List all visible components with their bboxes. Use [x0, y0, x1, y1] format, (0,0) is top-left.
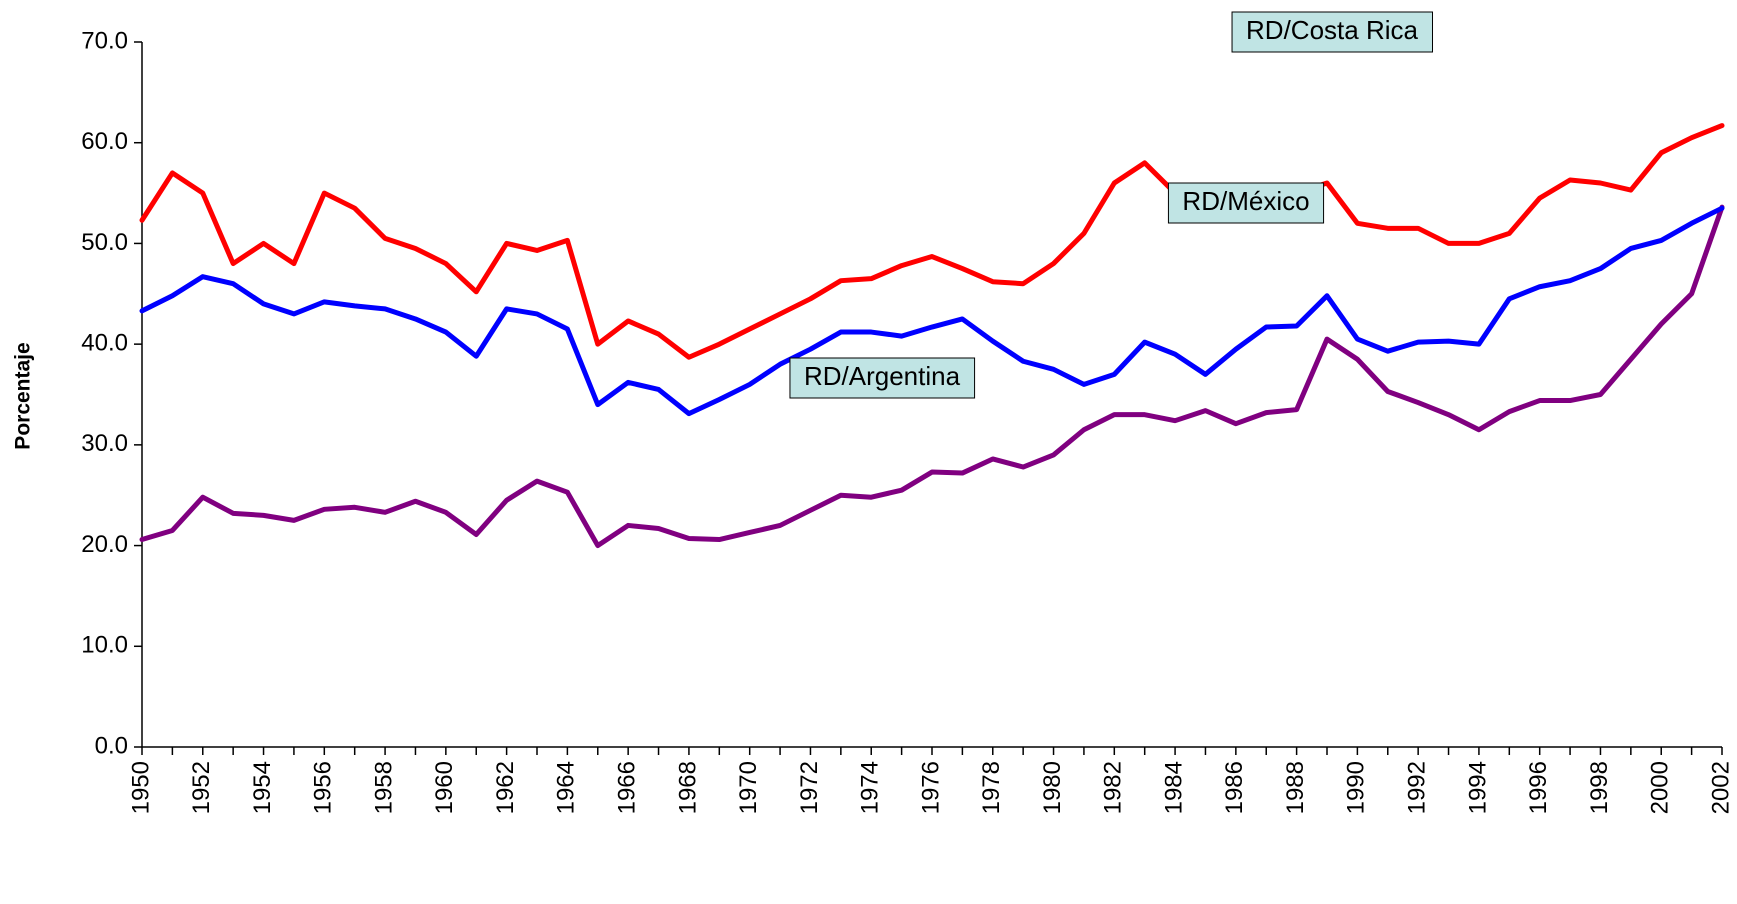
x-tick-label: 1974 [857, 761, 884, 814]
x-tick-label: 1992 [1403, 761, 1430, 814]
x-tick-label: 1990 [1343, 761, 1370, 814]
x-tick-label: 1982 [1100, 761, 1127, 814]
y-tick-label: 70.0 [81, 27, 128, 54]
legend-box [1231, 11, 1434, 53]
x-tick-label: 1960 [431, 761, 458, 814]
legend-box [789, 357, 976, 399]
x-tick-label: 1958 [370, 761, 397, 814]
x-tick-label: 1996 [1525, 761, 1552, 814]
x-tick-label: 2002 [1707, 761, 1734, 814]
x-tick-label: 1986 [1221, 761, 1248, 814]
x-tick-label: 1980 [1039, 761, 1066, 814]
x-tick-label: 1964 [553, 761, 580, 814]
x-tick-label: 1972 [796, 761, 823, 814]
x-tick-label: 2000 [1647, 761, 1674, 814]
y-tick-label: 20.0 [81, 531, 128, 558]
y-tick-label: 60.0 [81, 128, 128, 155]
x-tick-label: 1952 [188, 761, 215, 814]
legend-label: RD/México [1182, 186, 1309, 216]
x-tick-label: 1956 [310, 761, 337, 814]
series-line [139, 123, 1725, 360]
y-axis-label: Porcentaje [12, 342, 35, 449]
x-tick-label: 1984 [1160, 761, 1187, 814]
x-tick-label: 1968 [674, 761, 701, 814]
x-tick-label: 1966 [613, 761, 640, 814]
x-tick-label: 1976 [917, 761, 944, 814]
x-tick-label: 1988 [1282, 761, 1309, 814]
y-tick-label: 50.0 [81, 229, 128, 256]
legend-label: RD/Argentina [804, 361, 961, 391]
y-tick-label: 40.0 [81, 329, 128, 356]
series-line [139, 204, 1725, 549]
x-tick-label: 1998 [1586, 761, 1613, 814]
x-tick-label: 1994 [1464, 761, 1491, 814]
x-tick-label: 1950 [127, 761, 154, 814]
x-tick-label: 1954 [249, 761, 276, 814]
y-tick-label: 30.0 [81, 430, 128, 457]
y-tick-label: 10.0 [81, 632, 128, 659]
x-tick-label: 1962 [492, 761, 519, 814]
y-tick-label: 0.0 [95, 732, 128, 759]
series-line [139, 205, 1725, 417]
x-tick-label: 1978 [978, 761, 1005, 814]
x-tick-label: 1970 [735, 761, 762, 814]
legend-label: RD/Costa Rica [1246, 15, 1418, 45]
legend-box [1167, 182, 1325, 224]
